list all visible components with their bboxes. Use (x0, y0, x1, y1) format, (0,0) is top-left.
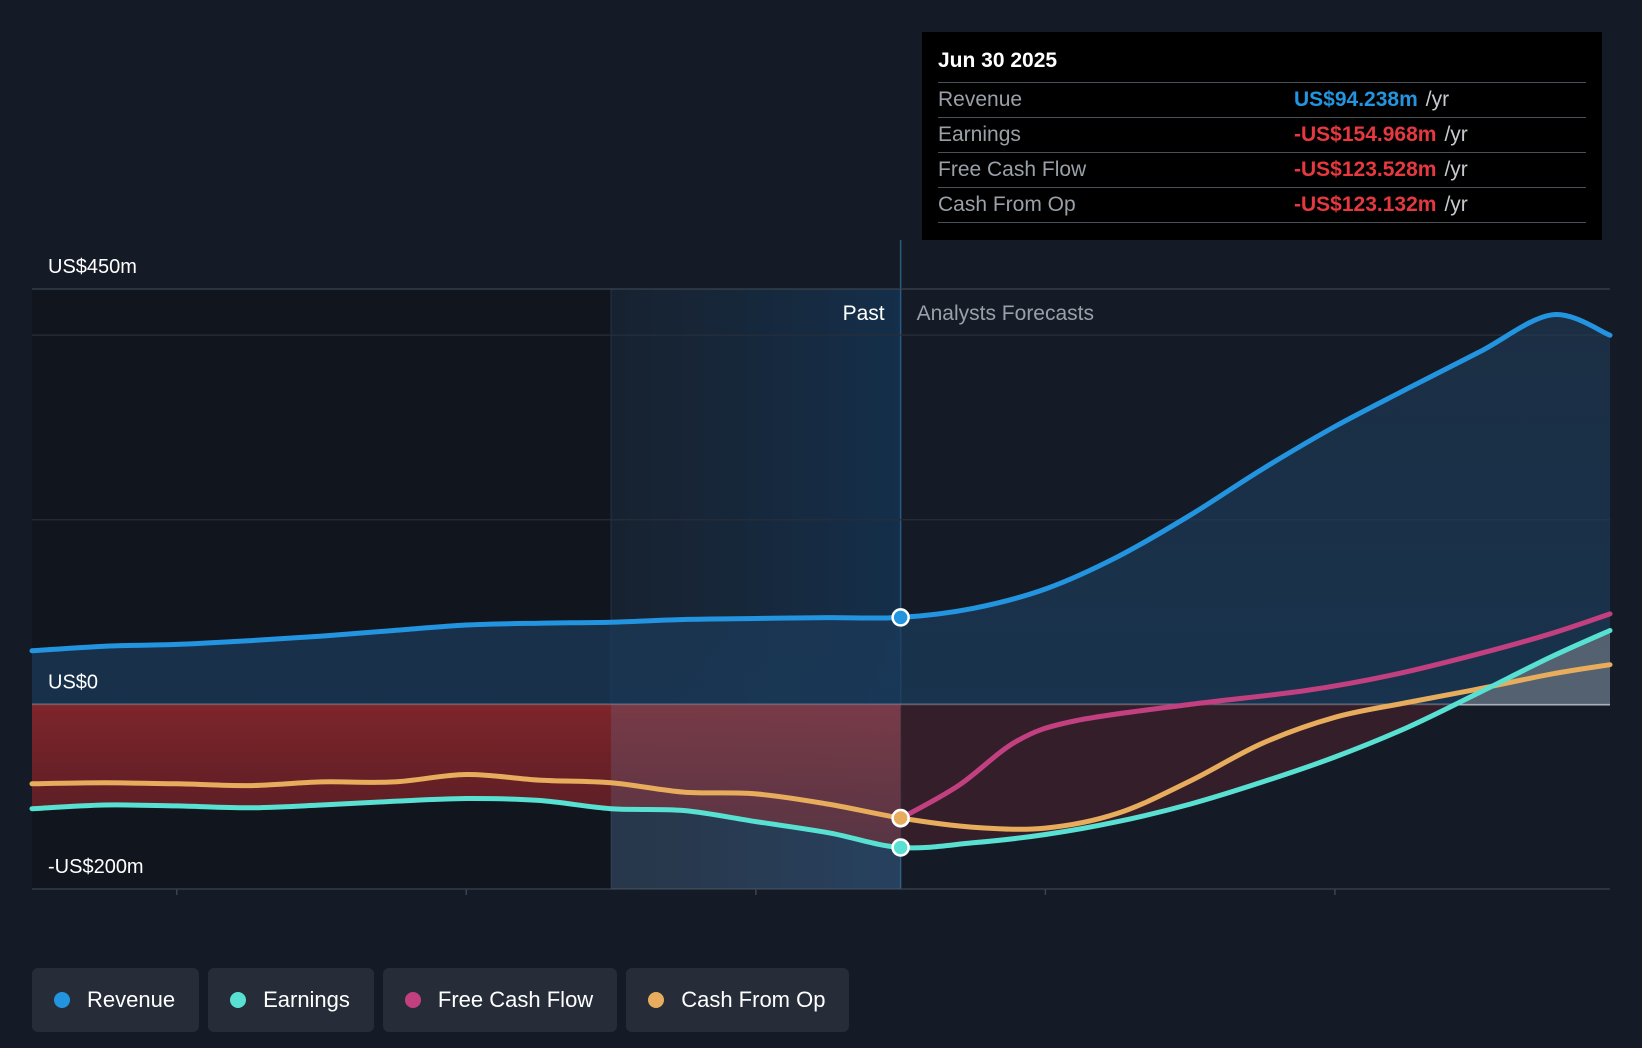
tooltip-label: Cash From Op (938, 193, 1076, 216)
past-highlight-tint (611, 704, 901, 889)
revenue-marker[interactable] (891, 608, 910, 627)
legend-label: Earnings (263, 987, 350, 1012)
revenue-line (29, 312, 1613, 654)
legend: Revenue Earnings Free Cash Flow Cash Fro… (32, 968, 850, 1032)
legend-item-earnings[interactable]: Earnings (208, 968, 374, 1032)
legend-dot-icon (54, 992, 70, 1008)
y-axis-label-top: US$450m (48, 256, 137, 278)
cash-from-op-line (29, 662, 1613, 832)
tooltip-value: -US$123.528m (1294, 158, 1437, 181)
legend-item-revenue[interactable]: Revenue (32, 968, 200, 1032)
legend-label: Free Cash Flow (437, 987, 594, 1012)
free-cash-flow-line (898, 611, 1613, 821)
earnings-line (29, 628, 1613, 851)
tooltip-row-revenue: Revenue US$94.238m /yr (938, 82, 1586, 117)
tooltip-date: Jun 30 2025 (938, 49, 1058, 72)
tooltip-value: US$94.238m (1294, 88, 1418, 111)
earnings-negative-area-forecast (900, 704, 1610, 848)
tooltip-label: Free Cash Flow (938, 158, 1087, 181)
tooltip-unit: /yr (1444, 193, 1468, 216)
past-label: Past (843, 302, 885, 325)
revenue-area (32, 314, 1610, 705)
legend-dot-icon (648, 992, 665, 1008)
forecast-label: Analysts Forecasts (917, 302, 1094, 325)
legend-item-cash-from-op[interactable]: Cash From Op (626, 968, 850, 1032)
tooltip-label: Earnings (938, 123, 1021, 146)
y-axis-label-bottom: -US$200m (48, 856, 144, 878)
tooltip-value: -US$154.968m (1294, 123, 1437, 146)
tooltip-unit: /yr (1425, 88, 1450, 111)
tooltip-unit: /yr (1444, 158, 1468, 181)
cash-from-op-marker[interactable] (891, 808, 910, 828)
legend-dot-icon (230, 992, 247, 1008)
tooltip-value: -US$123.132m (1294, 193, 1437, 216)
tooltip: Jun 30 2025 Revenue US$94.238m /yr Earni… (922, 32, 1602, 240)
legend-dot-icon (404, 992, 421, 1008)
tooltip-label: Revenue (938, 88, 1023, 111)
tooltip-unit: /yr (1444, 123, 1468, 146)
tooltip-row-earnings: Earnings -US$154.968m /yr (938, 117, 1586, 152)
earnings-marker[interactable] (891, 838, 910, 857)
tooltip-row-cash-from-op: Cash From Op -US$123.132m /yr (938, 187, 1586, 223)
y-axis-label-zero: US$0 (48, 671, 98, 693)
legend-item-free-cash-flow[interactable]: Free Cash Flow (382, 968, 618, 1032)
legend-label: Cash From Op (681, 987, 826, 1012)
legend-label: Revenue (87, 987, 176, 1012)
tooltip-row-free-cash-flow: Free Cash Flow -US$123.528m /yr (938, 152, 1586, 187)
chart: US$450m US$0 -US$200m Past Analysts Forecast… (29, 240, 1613, 895)
